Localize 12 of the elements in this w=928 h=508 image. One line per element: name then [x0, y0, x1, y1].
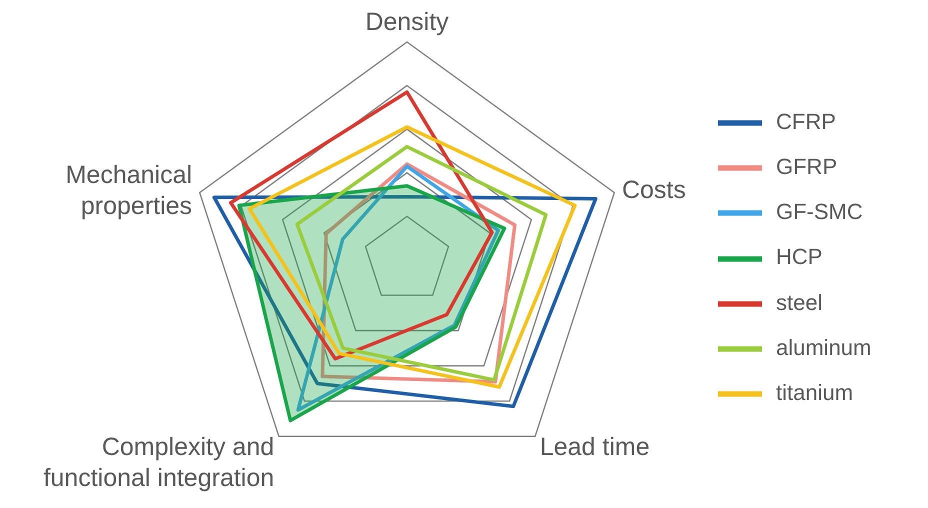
legend-label: GFRP	[776, 154, 838, 180]
spoke-label: Mechanical properties	[66, 161, 192, 220]
legend-label: titanium	[776, 380, 854, 405]
spoke-label: Lead time	[540, 432, 650, 461]
legend-label: CFRP	[776, 108, 836, 134]
legend-label: HCP	[776, 244, 822, 270]
legend-label: GF-SMC	[776, 199, 863, 224]
spoke-label: Density	[365, 8, 450, 36]
legend-label: aluminum	[776, 334, 872, 360]
legend-label: steel	[776, 290, 822, 315]
spoke-label: Costs	[622, 176, 686, 204]
spoke-label: Complexity and functional integration	[43, 432, 274, 492]
